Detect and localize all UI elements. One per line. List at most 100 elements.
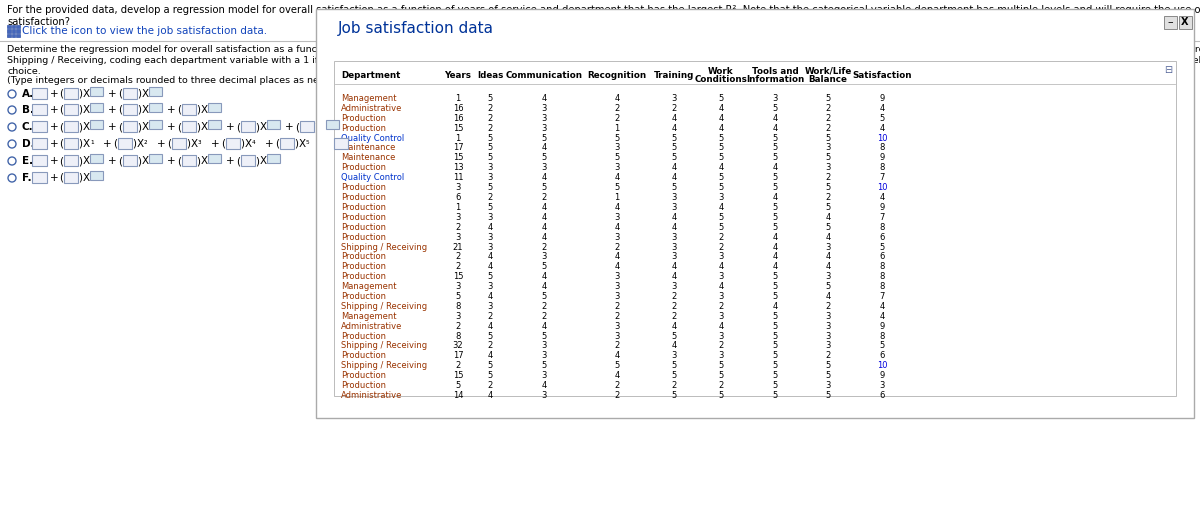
Text: 5: 5 (773, 371, 778, 380)
Text: (: ( (221, 139, 226, 149)
Text: 2: 2 (487, 114, 493, 123)
Text: Shipping / Receiving, coding each department variable with a 1 if the person is : Shipping / Receiving, coding each depart… (7, 56, 1200, 65)
Text: 3: 3 (719, 292, 724, 301)
Text: Administrative: Administrative (341, 104, 402, 113)
Text: 2: 2 (826, 114, 830, 123)
FancyBboxPatch shape (32, 155, 47, 166)
Text: 4: 4 (773, 114, 778, 123)
Text: 4: 4 (773, 302, 778, 311)
Text: Production: Production (341, 381, 386, 390)
Text: 5: 5 (773, 143, 778, 152)
Text: 4: 4 (773, 233, 778, 242)
Text: X: X (83, 122, 90, 132)
Text: +: + (211, 139, 220, 149)
Text: +: + (167, 105, 175, 115)
Text: +: + (157, 139, 166, 149)
Text: 5: 5 (541, 133, 547, 143)
Text: +: + (50, 156, 59, 166)
FancyBboxPatch shape (300, 121, 314, 132)
Text: 5: 5 (541, 153, 547, 162)
Text: 5: 5 (671, 371, 677, 380)
Text: 3: 3 (671, 203, 677, 212)
Text: ₃: ₃ (198, 137, 202, 146)
Text: 3: 3 (455, 233, 461, 242)
Text: X: X (1181, 17, 1189, 27)
FancyBboxPatch shape (124, 155, 137, 166)
Text: 5: 5 (826, 282, 830, 291)
Text: ₆: ₆ (360, 137, 364, 146)
Text: 4: 4 (487, 253, 493, 261)
Text: 4: 4 (541, 223, 547, 232)
Text: Production: Production (341, 124, 386, 133)
FancyBboxPatch shape (208, 103, 221, 112)
FancyBboxPatch shape (226, 138, 240, 149)
Text: Production: Production (341, 163, 386, 172)
Text: 5: 5 (719, 361, 724, 370)
Text: (: ( (178, 156, 181, 166)
FancyBboxPatch shape (90, 120, 103, 129)
Text: 2: 2 (671, 302, 677, 311)
Text: E.: E. (22, 156, 34, 166)
Text: 3: 3 (487, 243, 493, 251)
Text: 5: 5 (671, 391, 677, 400)
Text: 3: 3 (826, 163, 830, 172)
Text: 4: 4 (671, 341, 677, 351)
Text: 6: 6 (880, 233, 884, 242)
Text: (: ( (329, 139, 334, 149)
Text: 3: 3 (614, 322, 619, 331)
Text: 5: 5 (773, 213, 778, 222)
Text: 11: 11 (452, 173, 463, 182)
Text: 15: 15 (452, 153, 463, 162)
Text: 4: 4 (614, 351, 619, 360)
Text: 3: 3 (826, 312, 830, 321)
Text: 2: 2 (487, 104, 493, 113)
Text: ): ) (196, 122, 200, 132)
Text: Production: Production (341, 262, 386, 271)
Text: Balance: Balance (809, 75, 847, 84)
Circle shape (8, 140, 16, 148)
Text: 2: 2 (719, 233, 724, 242)
Text: ₄: ₄ (252, 137, 256, 146)
Text: 5: 5 (487, 153, 493, 162)
FancyBboxPatch shape (208, 154, 221, 163)
Text: 2: 2 (671, 292, 677, 301)
Text: 3: 3 (719, 332, 724, 341)
Text: 9: 9 (880, 322, 884, 331)
Text: 5: 5 (719, 183, 724, 192)
Text: 10: 10 (877, 133, 887, 143)
Text: 6: 6 (880, 351, 884, 360)
Text: 2: 2 (455, 223, 461, 232)
FancyBboxPatch shape (241, 155, 256, 166)
Text: 2: 2 (541, 312, 547, 321)
Text: 2: 2 (826, 351, 830, 360)
Text: 4: 4 (826, 292, 830, 301)
Text: 7: 7 (880, 173, 884, 182)
Text: 3: 3 (826, 322, 830, 331)
Text: 2: 2 (614, 243, 619, 251)
FancyBboxPatch shape (64, 121, 78, 132)
Text: D.: D. (22, 139, 35, 149)
Text: 4: 4 (614, 262, 619, 271)
FancyBboxPatch shape (124, 121, 137, 132)
Text: Conditions: Conditions (695, 75, 748, 84)
Text: (: ( (59, 122, 64, 132)
Text: 2: 2 (614, 381, 619, 390)
Text: Information: Information (746, 75, 804, 84)
Text: 5: 5 (773, 153, 778, 162)
Text: (: ( (236, 156, 240, 166)
Text: +: + (167, 156, 175, 166)
Circle shape (8, 90, 16, 98)
Text: X: X (137, 139, 144, 149)
FancyBboxPatch shape (64, 155, 78, 166)
Text: ): ) (294, 139, 298, 149)
Text: 2: 2 (614, 312, 619, 321)
Text: 5: 5 (826, 391, 830, 400)
Text: 2: 2 (541, 193, 547, 202)
Text: 5: 5 (671, 361, 677, 370)
Text: 4: 4 (541, 233, 547, 242)
Text: 4: 4 (671, 213, 677, 222)
Text: 5: 5 (773, 282, 778, 291)
Text: 5: 5 (826, 94, 830, 103)
Text: Production: Production (341, 371, 386, 380)
Text: 2: 2 (826, 193, 830, 202)
